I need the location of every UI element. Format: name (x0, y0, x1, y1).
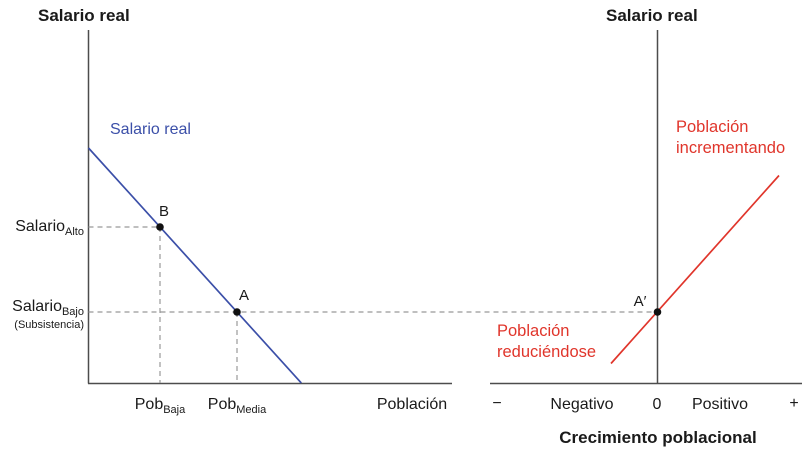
y-label-salario-bajo: SalarioBajo (12, 297, 84, 320)
x-label-pob-media: PobMedia (208, 395, 266, 418)
y-label-subsistencia-note: (Subsistencia) (14, 319, 84, 331)
x-label-pob-baja: PobBaja (135, 395, 186, 418)
point-a-label: A (238, 287, 250, 304)
y-label-salario-alto: SalarioAlto (15, 217, 84, 240)
x-label-pob-baja-sub: Baja (163, 404, 186, 417)
y-label-salario-alto-sub: Alto (65, 226, 84, 239)
tick-plus: + (789, 395, 799, 412)
x-label-pob-baja-main: Pob (134, 396, 164, 413)
annotation-poblacion-incrementando: Población incrementando (676, 118, 786, 158)
point-a-prime (653, 308, 662, 316)
point-a-prime-label: A′ (633, 293, 647, 310)
real-wage-curve (87, 147, 302, 384)
y-label-salario-bajo-main: Salario (12, 298, 62, 315)
x-label-pob-media-sub: Media (236, 404, 267, 417)
left-y-axis-title: Salario real (38, 6, 130, 25)
y-label-salario-alto-main: Salario (15, 218, 66, 235)
right-y-axis-title: Salario real (606, 6, 698, 25)
annotation-poblacion-reduciendose: Población reduciéndose (497, 322, 597, 362)
tick-negativo: Negativo (550, 396, 614, 413)
point-b-label: B (158, 203, 170, 220)
right-x-axis-title: Crecimiento poblacional (559, 428, 757, 447)
tick-zero: 0 (652, 396, 662, 413)
left-x-axis-label: Población (376, 396, 448, 413)
real-wage-curve-label: Salario real (110, 121, 191, 138)
point-b (156, 223, 164, 231)
point-a (233, 308, 241, 316)
tick-positivo: Positivo (691, 396, 749, 413)
tick-minus: − (492, 395, 502, 412)
x-label-pob-media-main: Pob (207, 396, 237, 413)
y-label-salario-bajo-sub: Bajo (61, 306, 84, 319)
population-growth-curve (610, 174, 780, 365)
